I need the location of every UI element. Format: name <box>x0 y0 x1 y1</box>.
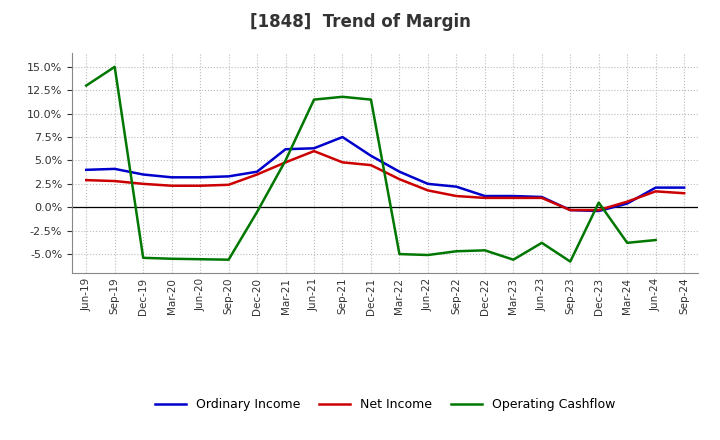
Ordinary Income <box>652 185 660 190</box>
Operating Cashflow <box>395 251 404 257</box>
Net Income <box>282 160 290 165</box>
Line: Operating Cashflow: Operating Cashflow <box>86 67 656 261</box>
Operating Cashflow <box>652 238 660 243</box>
Operating Cashflow <box>110 64 119 70</box>
Operating Cashflow <box>196 257 204 262</box>
Operating Cashflow <box>566 259 575 264</box>
Operating Cashflow <box>509 257 518 262</box>
Operating Cashflow <box>82 83 91 88</box>
Ordinary Income <box>537 194 546 200</box>
Ordinary Income <box>423 181 432 187</box>
Net Income <box>196 183 204 188</box>
Operating Cashflow <box>623 240 631 246</box>
Net Income <box>310 148 318 154</box>
Line: Ordinary Income: Ordinary Income <box>86 137 684 211</box>
Net Income <box>110 178 119 183</box>
Operating Cashflow <box>167 256 176 261</box>
Ordinary Income <box>225 174 233 179</box>
Net Income <box>366 162 375 168</box>
Operating Cashflow <box>537 240 546 246</box>
Net Income <box>338 160 347 165</box>
Ordinary Income <box>167 175 176 180</box>
Ordinary Income <box>253 169 261 174</box>
Ordinary Income <box>310 146 318 151</box>
Ordinary Income <box>196 175 204 180</box>
Operating Cashflow <box>139 255 148 260</box>
Ordinary Income <box>338 134 347 139</box>
Ordinary Income <box>680 185 688 190</box>
Ordinary Income <box>452 184 461 189</box>
Operating Cashflow <box>310 97 318 102</box>
Ordinary Income <box>395 169 404 174</box>
Net Income <box>623 199 631 204</box>
Net Income <box>423 188 432 193</box>
Operating Cashflow <box>595 200 603 205</box>
Ordinary Income <box>366 153 375 158</box>
Operating Cashflow <box>452 249 461 254</box>
Operating Cashflow <box>282 158 290 163</box>
Net Income <box>480 195 489 201</box>
Ordinary Income <box>110 166 119 172</box>
Ordinary Income <box>509 194 518 199</box>
Operating Cashflow <box>225 257 233 262</box>
Net Income <box>509 195 518 201</box>
Operating Cashflow <box>253 209 261 215</box>
Net Income <box>167 183 176 188</box>
Net Income <box>537 195 546 201</box>
Ordinary Income <box>623 201 631 206</box>
Net Income <box>82 177 91 183</box>
Line: Net Income: Net Income <box>86 151 684 210</box>
Net Income <box>652 189 660 194</box>
Net Income <box>395 176 404 182</box>
Legend: Ordinary Income, Net Income, Operating Cashflow: Ordinary Income, Net Income, Operating C… <box>150 393 621 416</box>
Net Income <box>595 207 603 213</box>
Operating Cashflow <box>423 253 432 258</box>
Ordinary Income <box>566 207 575 213</box>
Net Income <box>452 194 461 199</box>
Net Income <box>566 207 575 213</box>
Ordinary Income <box>82 167 91 172</box>
Net Income <box>139 181 148 187</box>
Operating Cashflow <box>480 248 489 253</box>
Operating Cashflow <box>338 94 347 99</box>
Operating Cashflow <box>366 97 375 102</box>
Text: [1848]  Trend of Margin: [1848] Trend of Margin <box>250 13 470 31</box>
Net Income <box>680 191 688 196</box>
Net Income <box>225 182 233 187</box>
Ordinary Income <box>480 194 489 199</box>
Ordinary Income <box>139 172 148 177</box>
Net Income <box>253 172 261 177</box>
Ordinary Income <box>282 147 290 152</box>
Ordinary Income <box>595 209 603 214</box>
